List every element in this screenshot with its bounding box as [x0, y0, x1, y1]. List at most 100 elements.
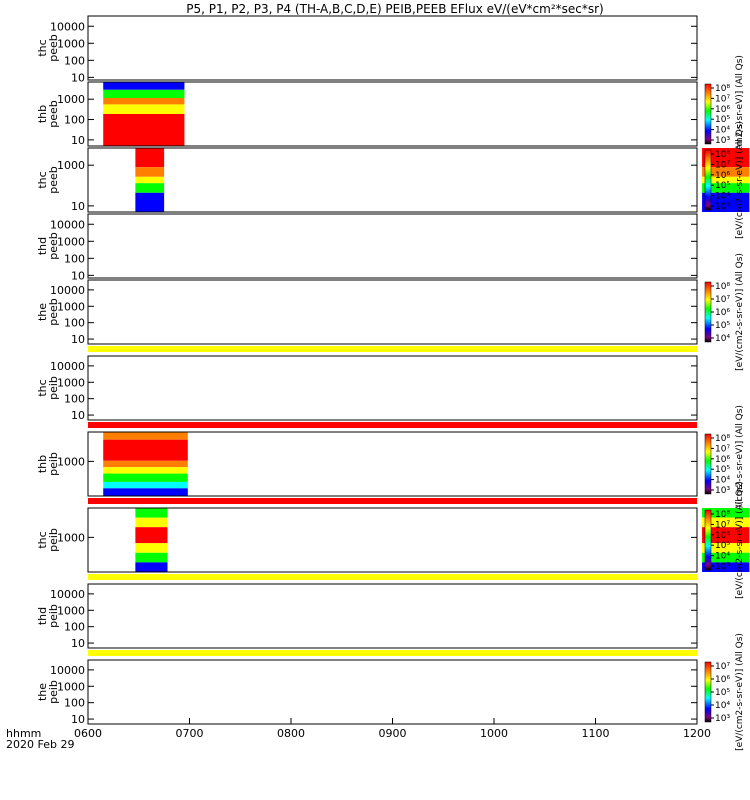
spectrogram-block-1-band-1: [702, 517, 750, 528]
y-tick-label: 1000: [57, 93, 85, 106]
x-axis-label-date: 2020 Feb 29: [6, 738, 74, 751]
x-tick-label: 0800: [277, 727, 305, 740]
y-tick-label: 10000: [50, 218, 85, 231]
colorbar-tick-label: 10⁸: [715, 510, 730, 520]
y-tick-label: 1000: [57, 680, 85, 693]
panel-frame: [87, 147, 698, 213]
y-tick-label: 100: [64, 697, 85, 710]
panel-frame: [87, 81, 698, 147]
colorbar-tick-label: 10⁴: [715, 552, 730, 562]
y-tick-label: 100: [64, 252, 85, 265]
colorbar-tick-label: 10⁴: [715, 126, 730, 136]
colorbar-tick-label: 10⁴: [715, 701, 730, 711]
spectrogram-block-0-band-1: [103, 439, 188, 461]
spectrogram-block-0-band-0: [135, 508, 168, 518]
colorbar-tick-label: 10⁶: [715, 171, 730, 181]
spectrogram-block-0-band-4: [103, 473, 188, 482]
spectrogram-block-1-band-4: [702, 552, 750, 563]
spectrogram-block-1-band-0: [702, 508, 750, 518]
panel-label-line1: thd: [36, 607, 49, 625]
panel-label-line2: peeb: [47, 100, 60, 128]
y-tick-label: 100: [64, 54, 85, 67]
x-tick-label: 0700: [176, 727, 204, 740]
separator-strip: [88, 346, 697, 352]
panel-label-line2: peeb: [47, 166, 60, 194]
x-axis-label-unit: hhmm: [6, 727, 41, 740]
panel-label-line1: thc: [36, 531, 49, 548]
colorbar: [704, 509, 712, 571]
y-tick-label: 100: [64, 621, 85, 634]
panel-frame: [87, 279, 698, 345]
panel-label: thepeib: [36, 680, 60, 704]
colorbar: [704, 661, 712, 723]
colorbar-tick-label: 10⁷: [715, 160, 730, 170]
panel-label-line1: the: [36, 303, 49, 321]
x-tick-label: 0900: [379, 727, 407, 740]
spectrogram-block-0-band-4: [135, 192, 165, 212]
separator-strip: [88, 498, 697, 504]
panel-label-line2: peib: [47, 376, 60, 400]
x-tick-label: 1000: [480, 727, 508, 740]
colorbar-label: [eV/(cm2-s-sr-eV)] (All Qs): [735, 121, 745, 239]
spectrogram-block-1-band-1: [702, 167, 750, 177]
y-tick-label: 10000: [50, 284, 85, 297]
separator-strip: [88, 422, 697, 428]
colorbar-tick-label: 10⁵: [715, 115, 730, 125]
colorbar-tick-label: 10⁷: [715, 662, 730, 672]
spectrogram-block-1-band-2: [702, 527, 750, 544]
panel-frame: [87, 583, 698, 649]
separator-strip: [88, 574, 697, 580]
x-tick-label: 1200: [683, 727, 711, 740]
colorbar-tick-label: 10⁵: [715, 688, 730, 698]
colorbar-label: [eV/(cm2-s-sr-eV)] (All Qs): [735, 481, 745, 599]
panel-label-line1: thb: [36, 455, 49, 473]
y-tick-label: 10: [71, 134, 85, 147]
panel-frame: [87, 659, 698, 725]
y-tick-label: 1000: [57, 37, 85, 50]
panel-frame: [87, 15, 698, 81]
colorbar-label: [eV/(cm2-s-sr-eV)] (All Qs): [735, 55, 745, 173]
y-tick-label: 1000: [57, 455, 85, 468]
x-tick-label: 0600: [74, 727, 102, 740]
colorbar-tick-label: 10⁸: [715, 434, 730, 444]
colorbar-tick-label: 10⁷: [715, 520, 730, 530]
panel-label-line2: peeb: [47, 34, 60, 62]
spectrogram-block-0-band-4: [135, 552, 168, 563]
y-tick-label: 100: [64, 317, 85, 330]
y-tick-label: 10000: [50, 588, 85, 601]
panel-label-line1: thc: [36, 379, 49, 396]
y-tick-label: 10: [71, 713, 85, 726]
panel-label: thdpeib: [36, 604, 60, 628]
colorbar: [704, 281, 712, 343]
panel-label-line1: thc: [36, 39, 49, 56]
y-tick-label: 10000: [50, 20, 85, 33]
spectrogram-block-0-band-1: [103, 114, 185, 146]
spectrogram-block-0-band-6: [103, 488, 188, 496]
panel-label-line1: the: [36, 683, 49, 701]
colorbar-tick-label: 10⁵: [715, 181, 730, 191]
panel-label-line2: peib: [47, 528, 60, 552]
colorbar-tick-label: 10⁶: [715, 455, 730, 465]
y-tick-label: 1000: [57, 235, 85, 248]
colorbar-tick-label: 10⁴: [715, 476, 730, 486]
spectrogram-block-0-band-3: [103, 467, 188, 474]
spectrogram-block-1-band-3: [702, 183, 750, 193]
panel-label: thepeeb: [36, 298, 60, 326]
panel-label: thcpeib: [36, 376, 60, 400]
y-tick-label: 1000: [57, 376, 85, 389]
spectrogram-block-0-band-2: [103, 460, 188, 468]
colorbar-tick-label: 10⁵: [715, 541, 730, 551]
spectrogram-block-0-band-3: [135, 183, 165, 193]
colorbar-label: [eV/(cm2-s-sr-eV)] (All Qs): [735, 405, 745, 523]
colorbar-tick-label: 10⁸: [715, 84, 730, 94]
colorbar-tick-label: 10³: [715, 136, 730, 146]
spectrogram-block-1-band-5: [702, 562, 750, 572]
